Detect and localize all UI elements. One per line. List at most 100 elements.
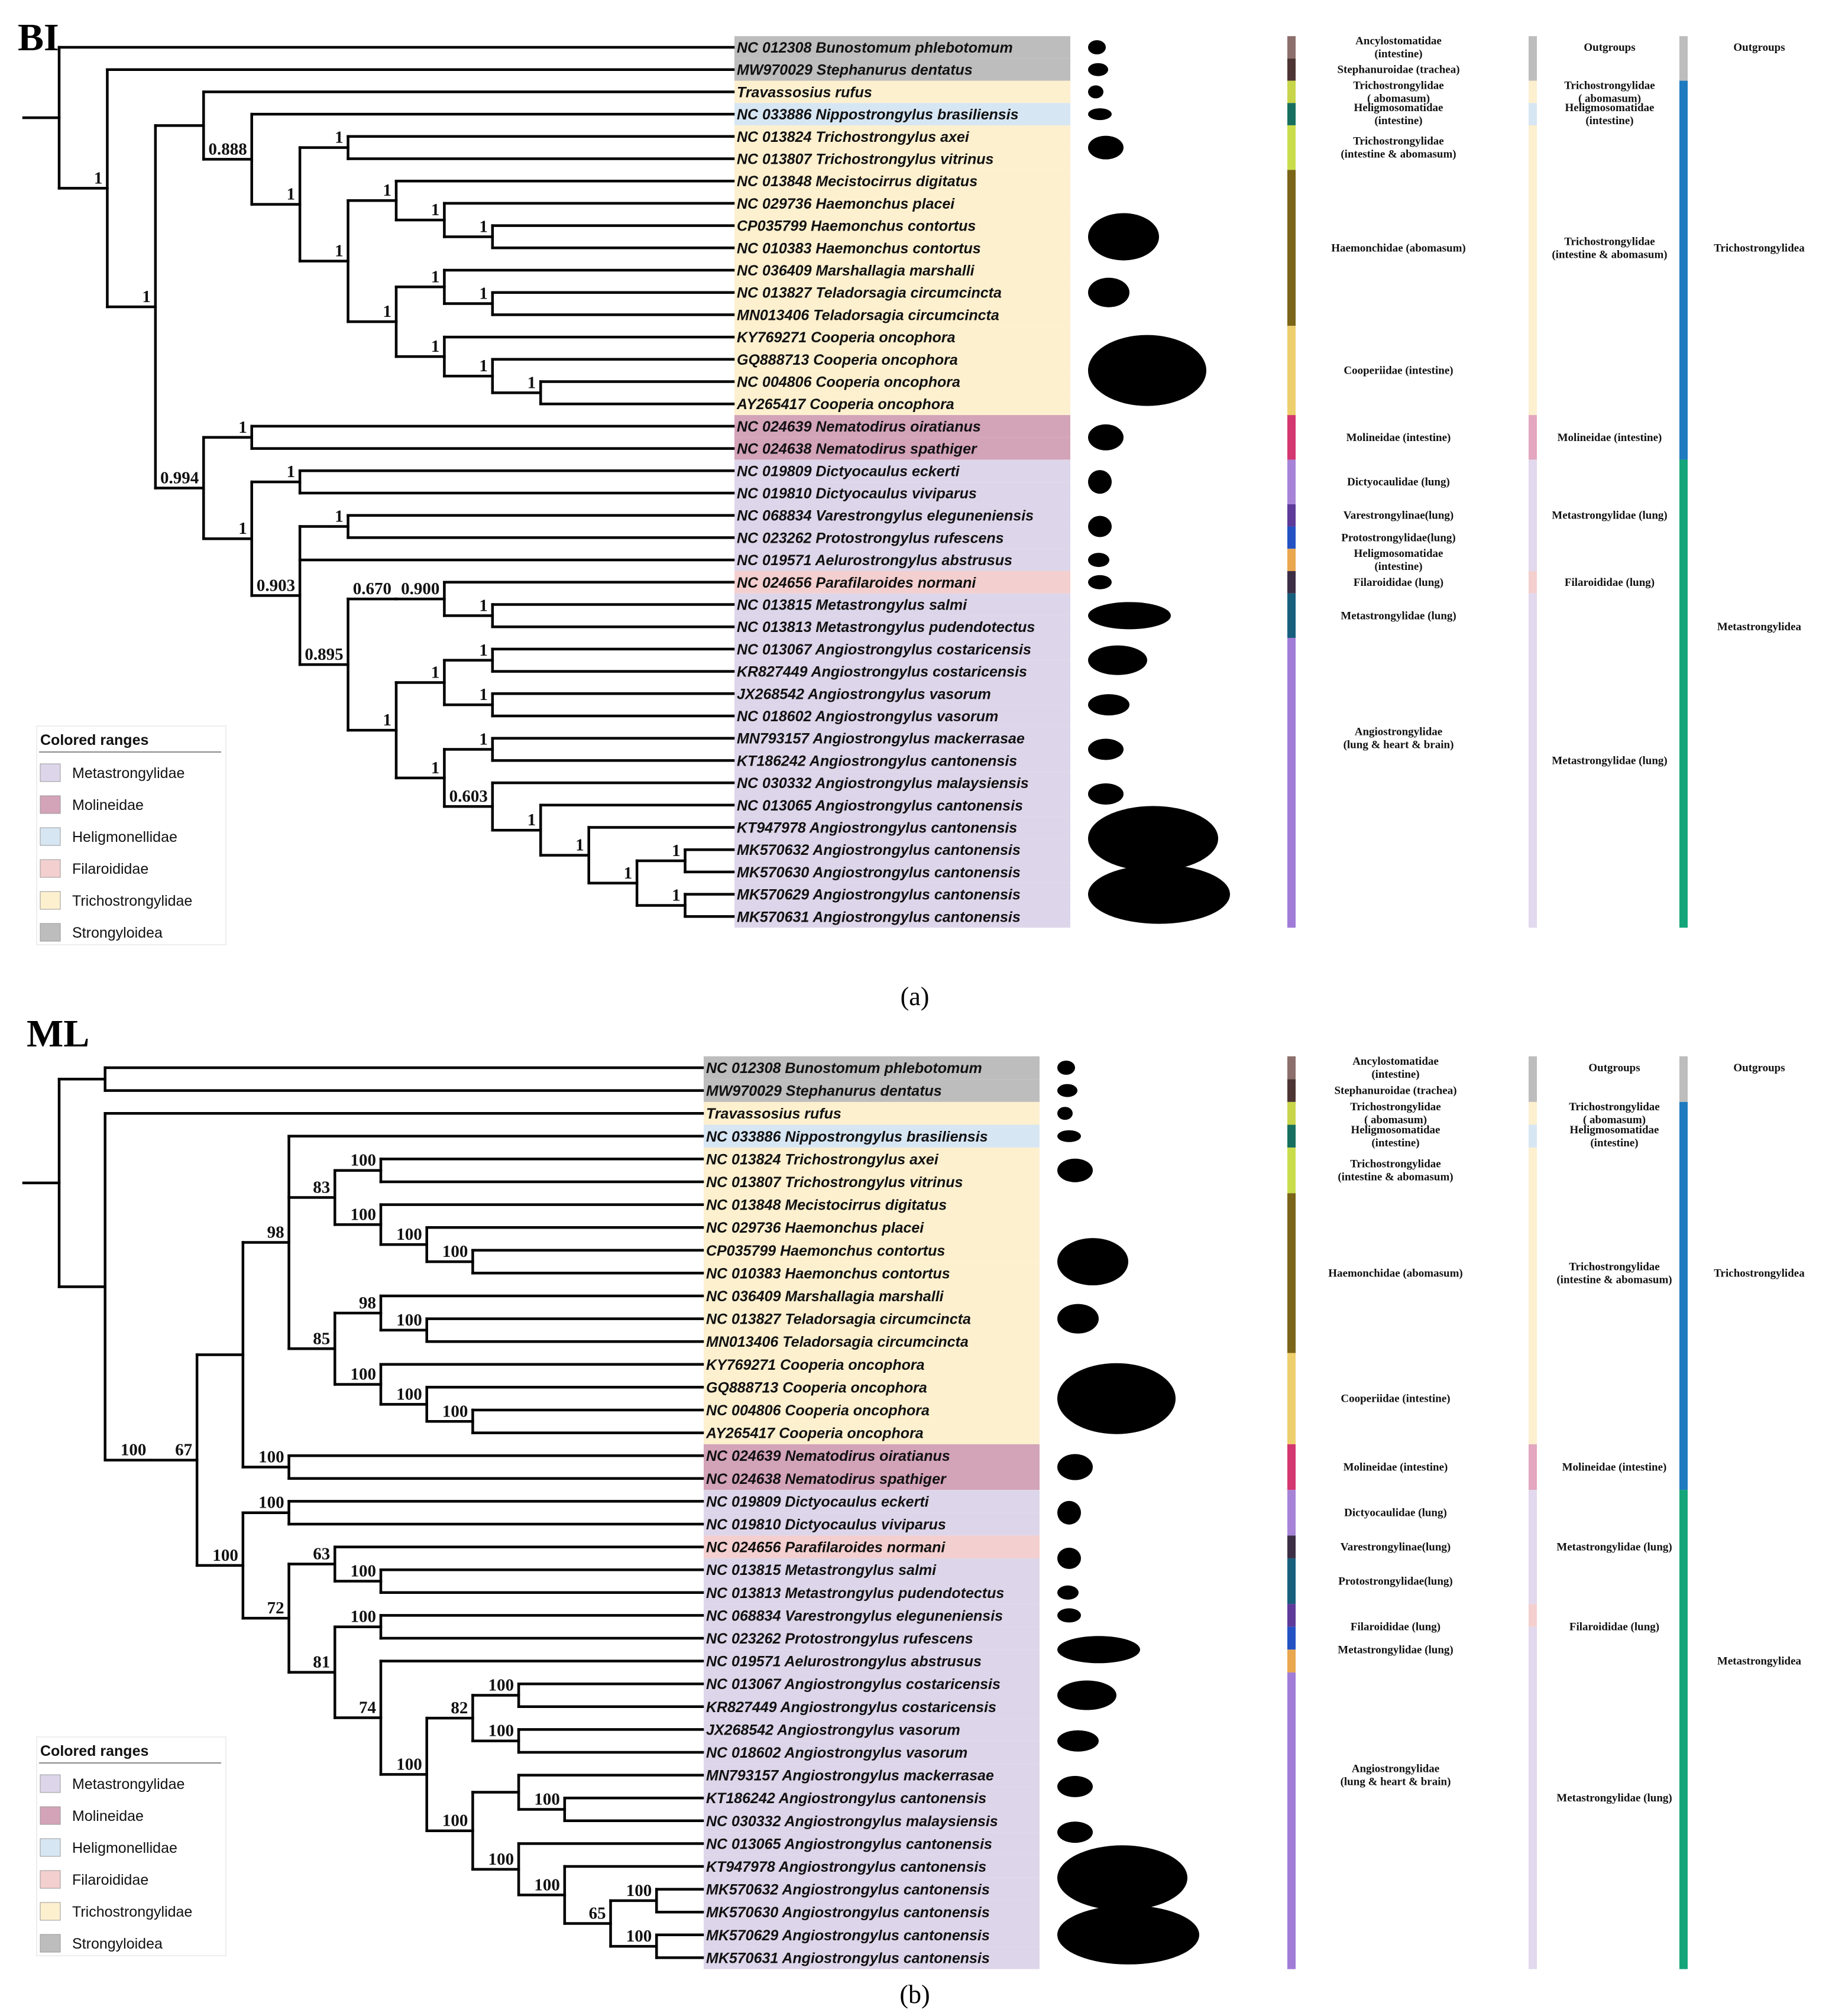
- taxon-range-box: [704, 1764, 1040, 1787]
- node-support-label: 1: [431, 759, 440, 777]
- taxon-label: NC 018602 Angiostrongylus vasorum: [706, 1745, 967, 1761]
- taxon-range-box: [704, 1923, 1040, 1947]
- node-support-label: 100: [396, 1311, 422, 1330]
- family-bar: [1529, 125, 1537, 416]
- host-organ-bar: [1287, 1558, 1296, 1605]
- taxon-range-box: [704, 1148, 1040, 1171]
- family-bar: [1529, 1604, 1537, 1627]
- sheep-goat-deer-icon: [1057, 1238, 1128, 1286]
- bird-icon: [1057, 1084, 1077, 1097]
- legend-label: Filaroididae: [72, 1872, 148, 1888]
- legend-label: Filaroididae: [72, 861, 148, 877]
- legend-label: Trichostrongylidae: [72, 1904, 192, 1920]
- family-bar: [1529, 459, 1537, 571]
- node-support-label: 100: [396, 1225, 422, 1244]
- rodent-icon: [1088, 85, 1103, 99]
- host-organ-bar: [1287, 1535, 1296, 1558]
- family-bar: [1529, 415, 1537, 460]
- cat-icon: [1088, 553, 1109, 568]
- host-organ-label: Heligmosomatidae: [1354, 547, 1443, 560]
- family-bar: [1529, 1101, 1537, 1125]
- taxon-label: KT947978 Angiostrongylus cantonensis: [706, 1859, 986, 1875]
- node-support-label: 0.888: [208, 140, 247, 158]
- legend-swatch: [40, 795, 61, 814]
- taxon-label: MN793157 Angiostrongylus mackerrasae: [706, 1768, 994, 1784]
- node-support-label: 100: [351, 1151, 377, 1170]
- shrew-icon: [1057, 1821, 1093, 1843]
- taxon-range-box: [704, 1900, 1040, 1924]
- taxon-label: MW970029 Stephanurus dentatus: [737, 62, 973, 79]
- taxon-label: NC 013065 Angiostrongylus cantonensis: [737, 798, 1023, 814]
- taxon-range-box: [734, 549, 1070, 571]
- host-organ-label: Heligmosomatidae: [1351, 1124, 1440, 1136]
- host-organ-label: Trichostrongylidae: [1350, 1158, 1440, 1171]
- node-support-label: 100: [351, 1365, 377, 1384]
- deer-icon: [1088, 516, 1112, 537]
- node-support-label: 1: [287, 462, 296, 481]
- node-support-label: 1: [287, 185, 296, 204]
- taxon-range-box: [704, 1216, 1040, 1239]
- taxon-label: Travassosius rufus: [737, 84, 872, 101]
- family-label: Trichostrongylidae: [1564, 235, 1655, 248]
- taxon-range-box: [734, 883, 1070, 906]
- host-organ-bar: [1287, 1649, 1296, 1673]
- node-support-label: 85: [313, 1329, 330, 1348]
- taxon-range-box: [704, 1832, 1040, 1855]
- taxon-range-box: [704, 1558, 1040, 1581]
- host-organ-bar: [1287, 170, 1296, 326]
- legend-swatch: [40, 1806, 61, 1825]
- taxon-label: NC 019809 Dictyocaulus eckerti: [706, 1493, 930, 1510]
- host-organ-bar: [1287, 504, 1296, 527]
- shrew-icon: [1088, 783, 1124, 805]
- taxon-label: NC 024639 Nematodirus oiratianus: [706, 1448, 950, 1464]
- taxon-label: KT186242 Angiostrongylus cantonensis: [706, 1790, 986, 1807]
- taxon-label: NC 013848 Mecistocirrus digitatus: [706, 1197, 947, 1214]
- superfamily-label: Trichostrongylidea: [1714, 242, 1805, 254]
- taxon-range-box: [734, 303, 1070, 326]
- taxon-label: NC 013815 Metastrongylus salmi: [737, 597, 967, 614]
- node-support-label: 0.670: [353, 579, 391, 598]
- family-label: Outgroups: [1588, 1062, 1640, 1074]
- legend-title: Colored ranges: [40, 732, 148, 748]
- host-organ-label: Metastrongylidae (lung): [1341, 610, 1456, 622]
- node-support-label: 0.994: [160, 468, 199, 487]
- taxon-range-box: [704, 1421, 1040, 1444]
- taxon-label: NC 013813 Metastrongylus pudendotectus: [737, 619, 1035, 636]
- host-organ-bar: [1287, 1490, 1296, 1536]
- host-organ-label: Varestrongylinae(lung): [1341, 1541, 1451, 1554]
- host-organ-label: (intestine & abomasum): [1341, 148, 1456, 161]
- taxon-range-box: [734, 370, 1070, 393]
- node-support-label: 98: [267, 1223, 284, 1242]
- taxon-label: MK570630 Angiostrongylus cantonensis: [706, 1904, 990, 1921]
- seal-icon: [1088, 575, 1112, 589]
- taxon-label: MK570630 Angiostrongylus cantonensis: [737, 864, 1021, 881]
- taxon-range-box: [704, 1376, 1040, 1399]
- node-support-label: 82: [451, 1699, 468, 1717]
- taxon-range-box: [704, 1946, 1040, 1969]
- family-bar: [1529, 571, 1537, 594]
- host-organ-bar: [1287, 1604, 1296, 1627]
- node-support-label: 100: [488, 1850, 514, 1869]
- host-organ-label: Varestrongylinae(lung): [1344, 510, 1454, 522]
- node-support-label: 63: [313, 1545, 330, 1564]
- taxon-range-box: [734, 793, 1070, 816]
- taxon-range-box: [734, 772, 1070, 794]
- node-support-label: 0.903: [257, 576, 295, 595]
- host-organ-label: (lung & heart & brain): [1344, 739, 1454, 751]
- taxon-label: NC 019571 Aelurostrongylus abstrusus: [706, 1654, 982, 1670]
- host-organ-bar: [1287, 638, 1296, 928]
- host-organ-label: Cooperiidae (intestine): [1344, 365, 1453, 377]
- host-organ-label: (intestine & abomasum): [1338, 1171, 1453, 1184]
- node-support-label: 1: [431, 200, 440, 219]
- taxon-label: NC 013067 Angiostrongylus costaricensis: [737, 641, 1031, 658]
- superfamily-bar: [1679, 459, 1688, 928]
- ruminants-icon: [1088, 277, 1129, 307]
- node-support-label: 1: [335, 242, 344, 261]
- deer-icon: [1057, 1547, 1081, 1569]
- taxon-range-box: [734, 705, 1070, 727]
- superfamily-label: Metastrongylidea: [1717, 621, 1802, 633]
- family-label: (intestine): [1585, 115, 1633, 127]
- node-support-label: 74: [359, 1698, 376, 1717]
- taxon-range-box: [734, 147, 1070, 170]
- node-support-label: 100: [488, 1722, 514, 1740]
